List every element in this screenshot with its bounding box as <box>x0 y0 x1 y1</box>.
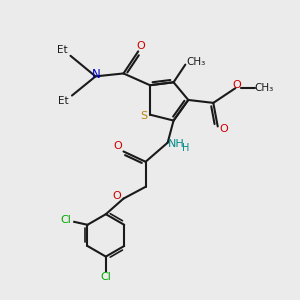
Text: CH₃: CH₃ <box>186 57 205 67</box>
Text: NH: NH <box>168 139 185 149</box>
Text: Cl: Cl <box>61 215 71 225</box>
Text: O: O <box>112 190 122 201</box>
Text: O: O <box>232 80 241 90</box>
Text: O: O <box>220 124 229 134</box>
Text: S: S <box>140 111 148 121</box>
Text: CH₃: CH₃ <box>255 83 274 93</box>
Text: O: O <box>114 141 123 151</box>
Text: Et: Et <box>58 96 69 106</box>
Text: H: H <box>182 143 190 153</box>
Text: N: N <box>92 68 100 80</box>
Text: Cl: Cl <box>100 272 111 282</box>
Text: O: O <box>137 41 146 51</box>
Text: Et: Et <box>57 46 68 56</box>
